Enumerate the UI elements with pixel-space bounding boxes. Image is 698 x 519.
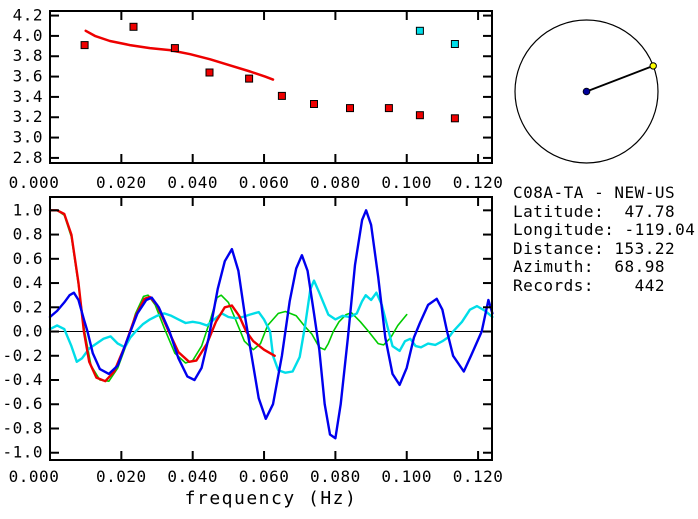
y-tick-label: 3.0 — [13, 128, 43, 147]
y-tick-label: 3.4 — [13, 87, 43, 106]
y-tick-label: 0.4 — [13, 273, 43, 292]
y-tick-label: 0.6 — [13, 249, 43, 268]
green-curve — [49, 209, 408, 383]
y-tick-label: 3.6 — [13, 67, 43, 86]
y-tick-label: -0.8 — [2, 418, 43, 437]
station-field-longitude: Longitude: -119.04 — [513, 220, 696, 239]
y-tick-label: -0.6 — [2, 394, 43, 413]
red-dispersion-points-marker — [80, 41, 89, 50]
x-tick-label: 0.000 — [9, 467, 60, 486]
y-tick-label: 0.2 — [13, 297, 43, 316]
model-dispersion-curve — [84, 29, 275, 81]
plot-border — [49, 196, 493, 461]
plot-border — [49, 10, 493, 164]
azimuth-compass — [514, 19, 659, 164]
event-azimuth-dot — [649, 62, 657, 70]
red-dispersion-points-marker — [277, 91, 286, 100]
x-tick-label: 0.120 — [453, 173, 504, 192]
red-dispersion-points-marker — [310, 100, 318, 108]
station-center-dot — [582, 87, 591, 96]
y-tick-label: -0.4 — [2, 370, 43, 389]
red-dispersion-points-marker — [346, 104, 354, 113]
y-tick-label: 2.8 — [13, 148, 43, 167]
station-field-distance: Distance: 153.22 — [513, 238, 676, 258]
y-tick-label: 0.8 — [13, 225, 43, 244]
station-field-azimuth: Azimuth: 68.98 — [513, 257, 665, 276]
x-tick-label: 0.100 — [381, 467, 432, 486]
x-tick-label: 0.120 — [453, 467, 504, 486]
station-field-latitude: Latitude: 47.78 — [513, 201, 676, 221]
x-tick-label: 0.060 — [239, 467, 290, 486]
x-tick-label: 0.080 — [310, 467, 361, 486]
x-tick-label: 0.080 — [310, 173, 361, 192]
cyan-dispersion-points-marker — [450, 40, 459, 48]
red-dispersion-points-marker — [415, 111, 424, 120]
x-tick-label: 0.060 — [239, 173, 290, 192]
red-dispersion-points-marker — [384, 104, 393, 113]
y-tick-label: 3.8 — [13, 46, 43, 65]
x-tick-label: 0.020 — [96, 173, 147, 192]
y-tick-label: 1.0 — [13, 200, 43, 219]
y-tick-label: -1.0 — [2, 443, 43, 462]
x-tick-label: 0.040 — [167, 173, 218, 192]
station-title: C08A-TA - NEW-US — [513, 183, 676, 202]
red-dispersion-points-marker — [170, 44, 179, 53]
y-tick-label: 0.0 — [13, 322, 43, 341]
x-tick-label: 0.100 — [381, 173, 432, 192]
cyan-curve — [48, 279, 494, 374]
station-info: C08A-TA - NEW-US Latitude: 47.78 Longitud… — [513, 183, 696, 295]
station-field-records: Records: 442 — [513, 275, 665, 295]
blue-curve — [48, 209, 494, 440]
y-tick-label: 4.2 — [13, 6, 43, 25]
azimuth-line — [586, 65, 654, 93]
red-dispersion-points-marker — [205, 68, 214, 77]
x-axis-title: frequency (Hz) — [185, 488, 358, 509]
red-dispersion-points-marker — [129, 22, 138, 31]
x-tick-label: 0.000 — [9, 173, 60, 192]
red-dispersion-points-marker — [245, 74, 254, 83]
y-tick-label: 3.2 — [13, 107, 43, 126]
y-tick-label: 4.0 — [13, 26, 43, 45]
compass-circle — [514, 19, 659, 164]
chart-dispersion: 0.000 0.020 0.040 0.060 0.080 0.100 0.1202.83.… — [9, 6, 504, 192]
x-tick-label: 0.020 — [96, 467, 147, 486]
y-tick-label: -0.2 — [2, 346, 43, 365]
cyan-dispersion-points-marker — [415, 26, 424, 35]
red-dispersion-points-marker — [450, 114, 459, 123]
chart-kernels: 0.000 0.020 0.040 0.060 0.080 0.100 0.120 -1.0 -… — [2, 196, 504, 509]
x-tick-label: 0.040 — [167, 467, 218, 486]
